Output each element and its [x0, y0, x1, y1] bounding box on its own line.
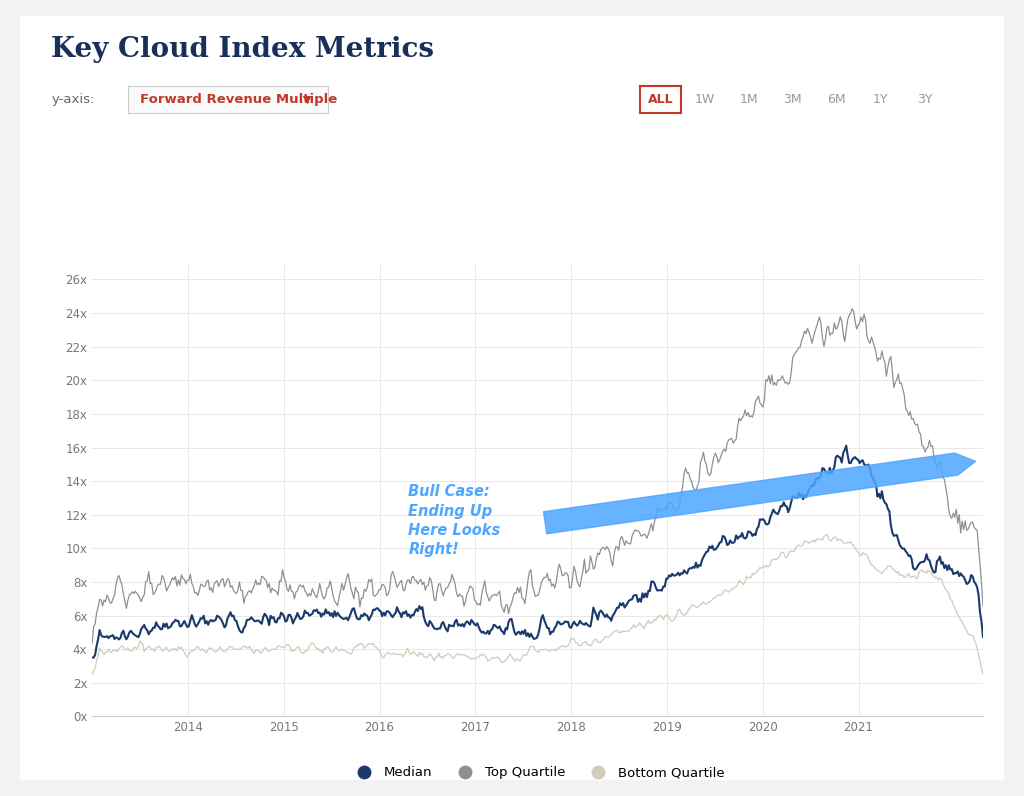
Text: y-axis:: y-axis: [51, 93, 94, 106]
Text: Key Cloud Index Metrics: Key Cloud Index Metrics [51, 36, 434, 63]
Text: 1Y: 1Y [872, 93, 889, 106]
Text: ▼: ▼ [303, 95, 312, 104]
Text: 1M: 1M [739, 93, 758, 106]
Text: 1W: 1W [694, 93, 715, 106]
FancyArrowPatch shape [544, 453, 976, 534]
Text: Bull Case:
Ending Up
Here Looks
Right!: Bull Case: Ending Up Here Looks Right! [409, 485, 501, 557]
Text: Forward Revenue Multiple: Forward Revenue Multiple [140, 93, 337, 106]
Text: ALL: ALL [647, 93, 674, 106]
Legend: Median, Top Quartile, Bottom Quartile: Median, Top Quartile, Bottom Quartile [345, 761, 730, 785]
Text: 3Y: 3Y [916, 93, 933, 106]
Text: 6M: 6M [827, 93, 846, 106]
Text: 3M: 3M [783, 93, 802, 106]
